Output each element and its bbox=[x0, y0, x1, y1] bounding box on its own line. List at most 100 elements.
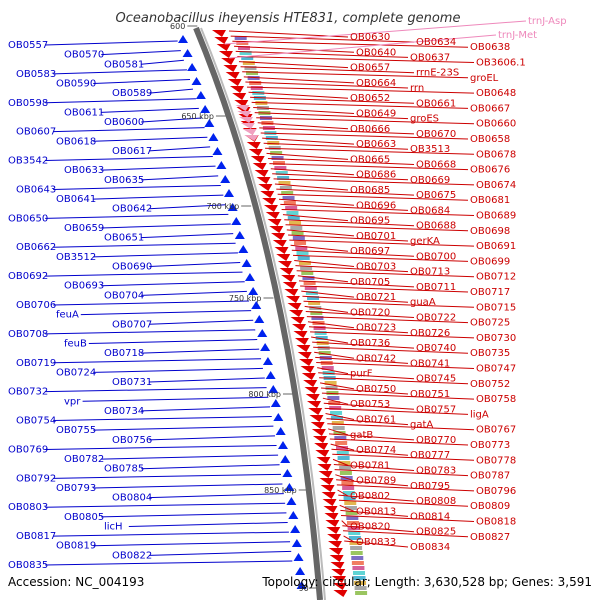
right-gene-label[interactable]: OB0752 bbox=[470, 379, 510, 390]
right-gene-label[interactable]: OB0699 bbox=[470, 256, 510, 267]
right-gene-label[interactable]: OB3513 bbox=[410, 144, 450, 155]
right-gene-label[interactable]: OB0818 bbox=[476, 517, 516, 528]
right-gene-label[interactable]: OB0670 bbox=[416, 129, 456, 140]
right-gene-label[interactable]: OB0802 bbox=[350, 491, 390, 502]
left-gene-label[interactable]: OB0643 bbox=[16, 184, 56, 195]
left-gene-label[interactable]: OB0600 bbox=[104, 117, 144, 128]
right-gene-label[interactable]: groEL bbox=[470, 73, 499, 84]
right-gene-label[interactable]: OB0658 bbox=[470, 134, 510, 145]
right-gene-label[interactable]: OB0664 bbox=[356, 78, 396, 89]
left-gene-label[interactable]: OB0590 bbox=[56, 79, 96, 90]
right-gene-label[interactable]: OB0789 bbox=[356, 476, 396, 487]
right-gene-label[interactable]: OB0630 bbox=[350, 32, 390, 43]
right-gene-label[interactable]: OB0689 bbox=[476, 211, 516, 222]
right-gene-label[interactable]: OB0747 bbox=[476, 364, 516, 375]
left-gene-label[interactable]: OB0633 bbox=[64, 165, 104, 176]
right-gene-label[interactable]: OB0695 bbox=[350, 216, 390, 227]
right-gene-label[interactable]: OB0674 bbox=[476, 180, 516, 191]
right-gene-label[interactable]: OB0720 bbox=[350, 307, 390, 318]
trna-label[interactable]: trnJ-Met bbox=[498, 30, 537, 41]
right-gene-label[interactable]: OB0701 bbox=[356, 231, 396, 242]
left-gene-label[interactable]: licH bbox=[104, 521, 123, 532]
right-gene-label[interactable]: OB0723 bbox=[356, 323, 396, 334]
left-gene-label[interactable]: OB0589 bbox=[112, 88, 152, 99]
right-gene-label[interactable]: OB0735 bbox=[470, 348, 510, 359]
left-gene-label[interactable]: OB0641 bbox=[56, 194, 96, 205]
right-gene-label[interactable]: OB3606.1 bbox=[476, 58, 526, 69]
left-gene-label[interactable]: OB0793 bbox=[56, 483, 96, 494]
left-gene-label[interactable]: OB0755 bbox=[56, 425, 96, 436]
right-gene-label[interactable]: OB0834 bbox=[410, 542, 450, 553]
left-gene-label[interactable]: feuB bbox=[64, 339, 87, 350]
left-gene-label[interactable]: OB0817 bbox=[16, 531, 56, 542]
left-gene-label[interactable]: OB0611 bbox=[64, 107, 104, 118]
right-gene-label[interactable]: OB0648 bbox=[476, 88, 516, 99]
left-gene-label[interactable]: OB0756 bbox=[112, 435, 152, 446]
right-gene-label[interactable]: OB0712 bbox=[476, 272, 516, 283]
right-gene-label[interactable]: OB0796 bbox=[476, 486, 516, 497]
left-gene-label[interactable]: OB0822 bbox=[112, 550, 152, 561]
right-gene-label[interactable]: OB0657 bbox=[350, 63, 390, 74]
right-gene-label[interactable]: OB0753 bbox=[350, 399, 390, 410]
left-gene-label[interactable]: OB0706 bbox=[16, 300, 56, 311]
right-gene-label[interactable]: OB0740 bbox=[416, 343, 456, 354]
right-gene-label[interactable]: OB0696 bbox=[356, 200, 396, 211]
left-gene-label[interactable]: OB0662 bbox=[16, 242, 56, 253]
left-gene-label[interactable]: OB0731 bbox=[112, 377, 152, 388]
left-gene-label[interactable]: OB0804 bbox=[112, 493, 152, 504]
right-gene-label[interactable]: OB0684 bbox=[410, 205, 450, 216]
right-gene-label[interactable]: OB0661 bbox=[416, 98, 456, 109]
right-gene-label[interactable]: OB0827 bbox=[470, 532, 510, 543]
right-gene-label[interactable]: OB0741 bbox=[410, 358, 450, 369]
left-gene-label[interactable]: OB0769 bbox=[8, 444, 48, 455]
right-gene-label[interactable]: OB0663 bbox=[356, 139, 396, 150]
right-gene-label[interactable]: OB0666 bbox=[350, 124, 390, 135]
right-gene-label[interactable]: OB0669 bbox=[410, 175, 450, 186]
right-gene-label[interactable]: OB0726 bbox=[410, 328, 450, 339]
left-gene-label[interactable]: OB0651 bbox=[104, 233, 144, 244]
left-gene-label[interactable]: OB0782 bbox=[64, 454, 104, 465]
right-gene-label[interactable]: OB0774 bbox=[356, 445, 396, 456]
left-gene-label[interactable]: OB0607 bbox=[16, 127, 56, 138]
left-gene-label[interactable]: OB0707 bbox=[112, 319, 152, 330]
right-gene-label[interactable]: OB0833 bbox=[356, 537, 396, 548]
left-gene-label[interactable]: OB3512 bbox=[56, 252, 96, 263]
left-gene-label[interactable]: OB0704 bbox=[104, 290, 144, 301]
left-gene-label[interactable]: OB0557 bbox=[8, 40, 48, 51]
right-gene-label[interactable]: OB0770 bbox=[416, 435, 456, 446]
left-gene-label[interactable]: OB0570 bbox=[64, 50, 104, 61]
left-gene-label[interactable]: OB0792 bbox=[16, 473, 56, 484]
left-gene-label[interactable]: OB0724 bbox=[56, 367, 96, 378]
right-gene-label[interactable]: OB0640 bbox=[356, 47, 396, 58]
right-gene-label[interactable]: OB0688 bbox=[416, 221, 456, 232]
right-gene-label[interactable]: OB0715 bbox=[476, 302, 516, 313]
right-gene-label[interactable]: OB0705 bbox=[350, 277, 390, 288]
left-gene-label[interactable]: OB0642 bbox=[112, 204, 152, 215]
left-gene-label[interactable]: OB0719 bbox=[16, 358, 56, 369]
right-gene-label[interactable]: groES bbox=[410, 114, 439, 125]
right-gene-label[interactable]: guaA bbox=[410, 297, 436, 308]
right-gene-label[interactable]: OB0676 bbox=[470, 165, 510, 176]
right-gene-label[interactable]: OB0767 bbox=[476, 425, 516, 436]
right-gene-label[interactable]: OB0787 bbox=[470, 471, 510, 482]
right-gene-label[interactable]: OB0700 bbox=[416, 251, 456, 262]
right-gene-label[interactable]: OB0808 bbox=[416, 496, 456, 507]
right-gene-label[interactable]: OB0781 bbox=[350, 460, 390, 471]
right-gene-label[interactable]: OB0686 bbox=[356, 170, 396, 181]
right-gene-label[interactable]: OB0691 bbox=[476, 241, 516, 252]
right-gene-label[interactable]: OB0813 bbox=[356, 506, 396, 517]
right-gene-label[interactable]: OB0665 bbox=[350, 154, 390, 165]
left-gene-label[interactable]: OB0819 bbox=[56, 541, 96, 552]
right-gene-label[interactable]: OB0783 bbox=[416, 466, 456, 477]
left-gene-label[interactable]: OB0618 bbox=[56, 136, 96, 147]
left-gene-label[interactable]: OB0734 bbox=[104, 406, 144, 417]
left-gene-label[interactable]: OB0754 bbox=[16, 416, 56, 427]
left-gene-label[interactable]: OB0785 bbox=[104, 464, 144, 475]
right-gene-label[interactable]: OB0660 bbox=[476, 119, 516, 130]
right-gene-label[interactable]: OB0713 bbox=[410, 267, 450, 278]
left-gene-label[interactable]: OB0598 bbox=[8, 98, 48, 109]
right-gene-label[interactable]: OB0778 bbox=[476, 455, 516, 466]
right-gene-label[interactable]: rrnE-23S bbox=[416, 68, 459, 79]
left-gene-label[interactable]: OB0690 bbox=[112, 261, 152, 272]
right-gene-label[interactable]: OB0685 bbox=[350, 185, 390, 196]
